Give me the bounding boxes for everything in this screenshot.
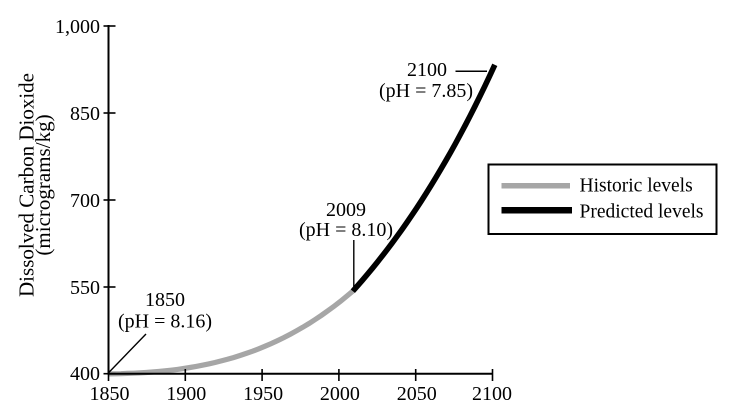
svg-text:1850: 1850 <box>90 383 130 405</box>
svg-text:2000: 2000 <box>320 383 360 405</box>
svg-text:550: 550 <box>70 277 100 299</box>
svg-text:1900: 1900 <box>166 383 206 405</box>
svg-text:850: 850 <box>70 103 100 125</box>
svg-text:Dissolved Carbon Dioxide: Dissolved Carbon Dioxide <box>15 73 39 297</box>
svg-text:(pH = 8.16): (pH = 8.16) <box>118 311 212 333</box>
svg-text:1950: 1950 <box>243 383 283 405</box>
svg-text:(micrograms/kg): (micrograms/kg) <box>31 114 55 255</box>
svg-text:2009: 2009 <box>326 199 366 221</box>
svg-text:2050: 2050 <box>397 383 437 405</box>
svg-text:2100: 2100 <box>472 383 512 405</box>
svg-text:Predicted levels: Predicted levels <box>580 202 704 223</box>
svg-text:1850: 1850 <box>145 289 185 311</box>
svg-text:700: 700 <box>70 190 100 212</box>
svg-text:Historic levels: Historic levels <box>580 176 693 197</box>
svg-text:1,000: 1,000 <box>55 16 100 38</box>
svg-text:2100: 2100 <box>407 59 447 81</box>
svg-text:(pH = 8.10): (pH = 8.10) <box>299 219 393 241</box>
svg-text:400: 400 <box>70 363 100 385</box>
svg-text:(pH = 7.85): (pH = 7.85) <box>379 80 473 102</box>
